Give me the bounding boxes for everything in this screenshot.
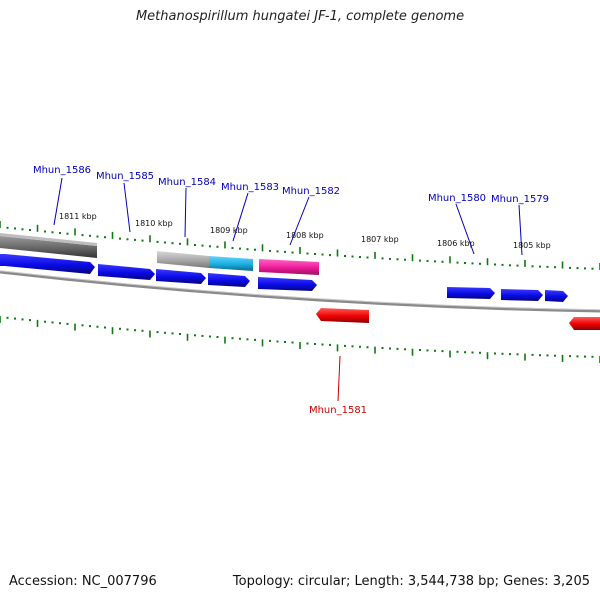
leader-line-mhun-1579 (518, 204, 523, 256)
scale-ticks-upper (0, 221, 600, 270)
gene-block-dark-gray-top (0, 233, 97, 246)
scale-label: 1808 kbp (286, 231, 324, 240)
forward-gene-arrow[interactable] (447, 287, 495, 299)
reverse-gene-arrow[interactable] (569, 317, 600, 330)
scale-label: 1807 kbp (361, 235, 399, 244)
leader-line-mhun-1580 (455, 203, 475, 255)
leader-line-mhun-1581 (337, 355, 341, 402)
forward-gene-arrow[interactable] (258, 277, 317, 291)
leader-line-mhun-1582 (289, 196, 310, 246)
genome-backbone-highlight (0, 270, 600, 311)
gene-label-mhun-1586[interactable]: Mhun_1586 (33, 165, 91, 176)
genome-title: Methanospirillum hungatei JF-1, complete… (135, 9, 465, 24)
gene-block-pink[interactable] (259, 259, 319, 275)
gene-label-mhun-1581[interactable]: Mhun_1581 (309, 405, 367, 416)
scale-label: 1810 kbp (135, 219, 173, 228)
forward-gene-arrow[interactable] (501, 289, 543, 301)
gene-label-mhun-1584[interactable]: Mhun_1584 (158, 177, 216, 188)
gene-block-gray[interactable] (157, 251, 209, 268)
gene-label-mhun-1580[interactable]: Mhun_1580 (428, 193, 486, 204)
scale-label: 1811 kbp (59, 212, 97, 221)
leader-line-mhun-1585 (123, 182, 131, 233)
forward-gene-arrow[interactable] (156, 269, 206, 284)
genome-backbone (0, 270, 600, 313)
forward-gene-arrow[interactable] (98, 264, 155, 280)
scale-label: 1806 kbp (437, 239, 475, 248)
gene-label-mhun-1585[interactable]: Mhun_1585 (96, 171, 154, 182)
gene-block-cyan[interactable] (209, 256, 253, 271)
gene-label-mhun-1582[interactable]: Mhun_1582 (282, 186, 340, 197)
leader-line-mhun-1584 (184, 187, 187, 238)
scale-ticks-lower (0, 316, 600, 363)
reverse-gene-arrow[interactable] (316, 308, 369, 323)
gene-label-mhun-1583[interactable]: Mhun_1583 (221, 182, 279, 193)
accession-text: Accession: NC_007796 (9, 574, 157, 589)
gene-label-mhun-1579[interactable]: Mhun_1579 (491, 194, 549, 205)
leader-line-mhun-1586 (53, 177, 63, 226)
forward-gene-arrow[interactable] (0, 254, 95, 274)
forward-gene-arrow[interactable] (208, 273, 250, 287)
gene-block-dark-gray[interactable] (0, 236, 97, 258)
leader-line-mhun-1583 (232, 192, 249, 242)
genome-summary-text: Topology: circular; Length: 3,544,738 bp… (232, 574, 590, 589)
forward-gene-arrow[interactable] (545, 290, 568, 302)
scale-label: 1809 kbp (210, 226, 248, 235)
scale-label: 1805 kbp (513, 241, 551, 250)
